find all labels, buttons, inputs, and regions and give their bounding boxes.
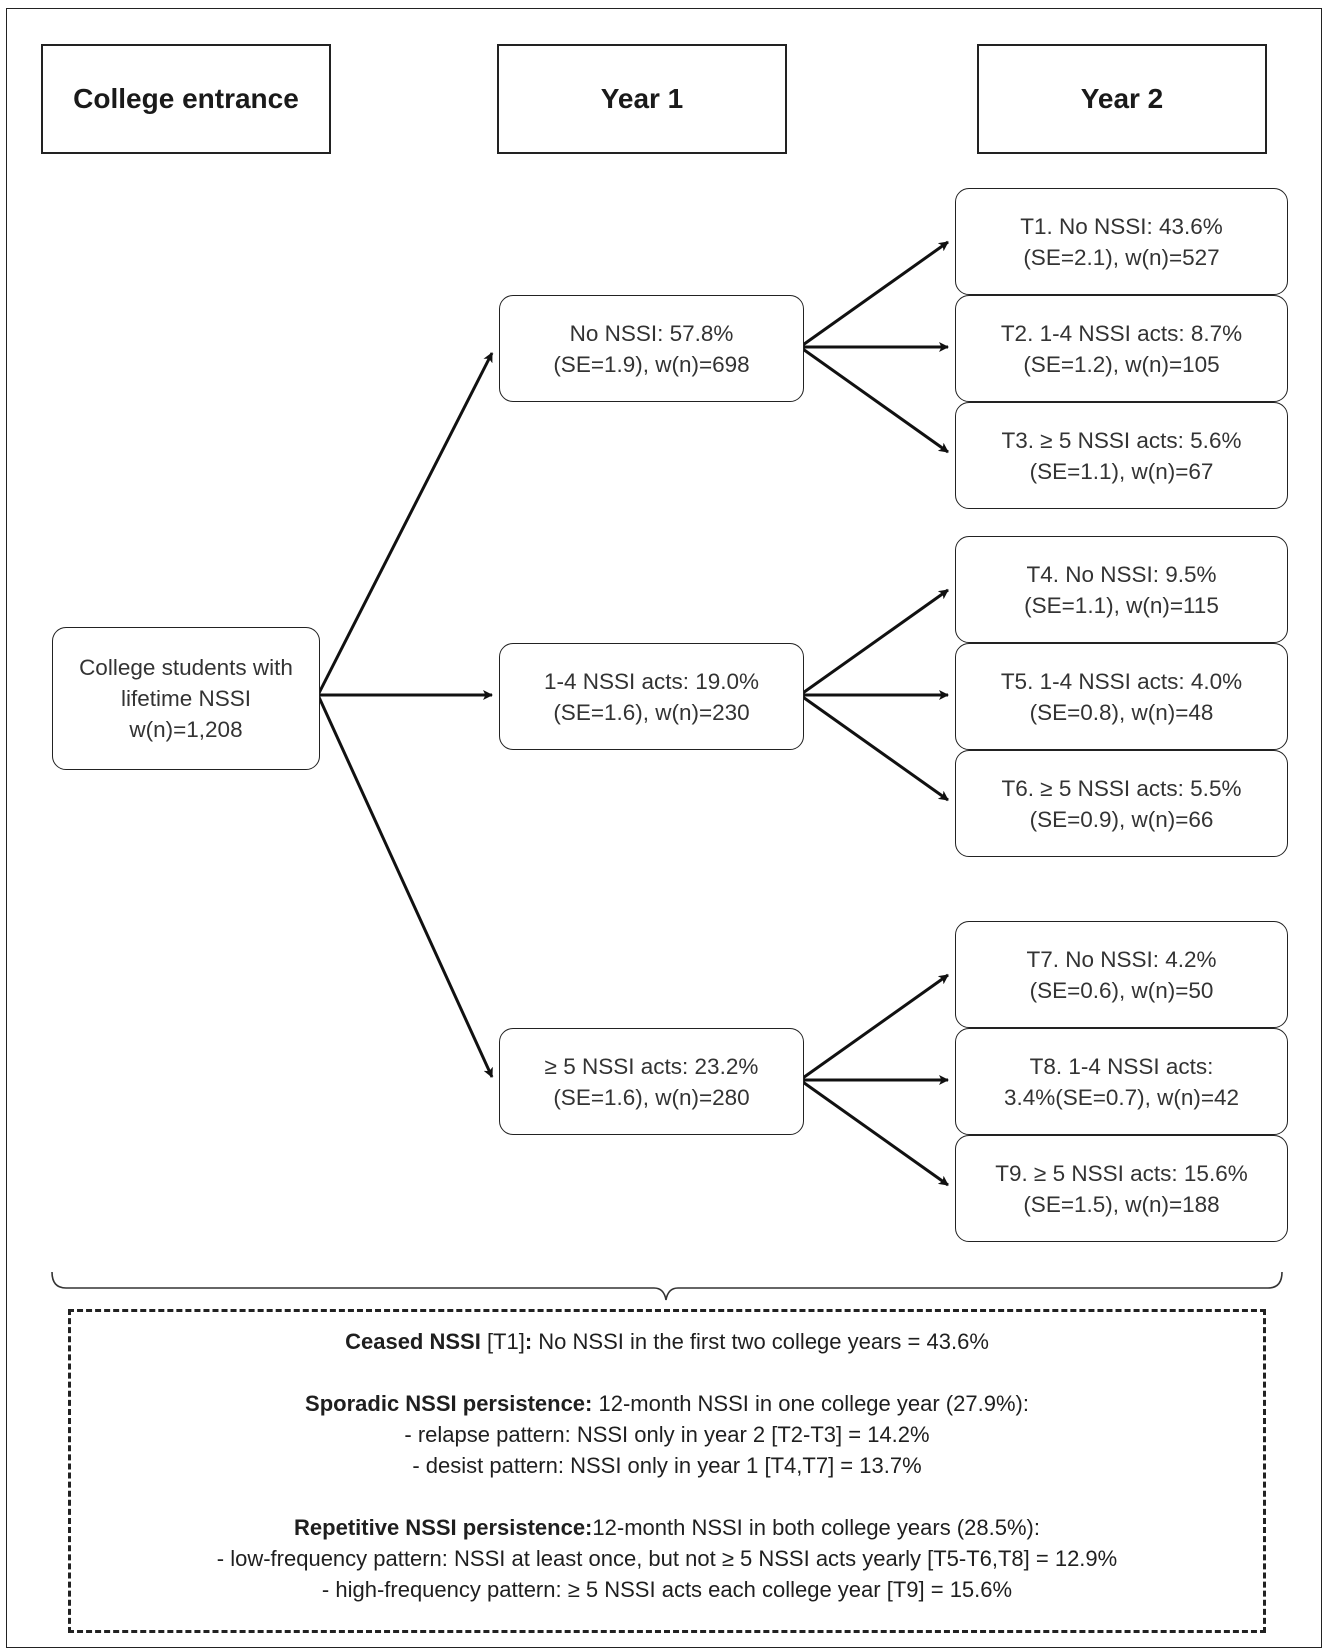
- node-line2: (SE=1.9), w(n)=698: [553, 351, 750, 377]
- node-t1: T1. No NSSI: 43.6% (SE=2.1), w(n)=527: [955, 188, 1288, 295]
- arrow-root-to-y1-none: [316, 352, 494, 696]
- node-line2: (SE=1.6), w(n)=280: [553, 1084, 750, 1110]
- ceased-ref: [T1]: [480, 1329, 525, 1354]
- summary-brace: [51, 1271, 1283, 1301]
- repetitive-label: Repetitive NSSI persistence:: [294, 1515, 593, 1540]
- repetitive-text: 12-month NSSI in both college years (28.…: [592, 1515, 1040, 1540]
- node-line2: 3.4%(SE=0.7), w(n)=42: [1003, 1084, 1240, 1110]
- node-year1-no-nssi: No NSSI: 57.8% (SE=1.9), w(n)=698: [499, 295, 804, 402]
- header-college-entrance: College entrance: [41, 44, 331, 154]
- node-line1: T9. ≥ 5 NSSI acts: 15.6%: [995, 1160, 1248, 1186]
- arrow-y1a-to-t3: [799, 345, 949, 454]
- node-t4: T4. No NSSI: 9.5% (SE=1.1), w(n)=115: [955, 536, 1288, 643]
- node-t7: T7. No NSSI: 4.2% (SE=0.6), w(n)=50: [955, 921, 1288, 1028]
- sporadic-label: Sporadic NSSI persistence:: [305, 1391, 593, 1416]
- node-line1: T8. 1-4 NSSI acts:: [1029, 1053, 1214, 1079]
- node-line1: T1. No NSSI: 43.6%: [1020, 213, 1223, 239]
- node-year1-1-4-acts: 1-4 NSSI acts: 19.0% (SE=1.6), w(n)=230: [499, 643, 804, 750]
- summary-low-frequency: - low-frequency pattern: NSSI at least o…: [216, 1546, 1118, 1571]
- node-line1: T7. No NSSI: 4.2%: [1026, 946, 1217, 972]
- node-line2: (SE=0.9), w(n)=66: [1029, 806, 1214, 832]
- node-t3: T3. ≥ 5 NSSI acts: 5.6% (SE=1.1), w(n)=6…: [955, 402, 1288, 509]
- node-line2: (SE=2.1), w(n)=527: [1023, 244, 1220, 270]
- node-line2: (SE=0.6), w(n)=50: [1029, 977, 1214, 1003]
- summary-sporadic: Sporadic NSSI persistence: 12-month NSSI…: [71, 1388, 1263, 1419]
- node-year1-5plus-acts: ≥ 5 NSSI acts: 23.2% (SE=1.6), w(n)=280: [499, 1028, 804, 1135]
- arrow-y1a-to-t1: [799, 240, 949, 349]
- node-line1: T4. No NSSI: 9.5%: [1026, 561, 1217, 587]
- node-t9: T9. ≥ 5 NSSI acts: 15.6% (SE=1.5), w(n)=…: [955, 1135, 1288, 1242]
- node-t2: T2. 1-4 NSSI acts: 8.7% (SE=1.2), w(n)=1…: [955, 295, 1288, 402]
- node-line2: (SE=1.1), w(n)=67: [1029, 458, 1214, 484]
- ceased-label: Ceased NSSI: [345, 1329, 481, 1354]
- node-root-line3: w(n)=1,208: [129, 717, 243, 742]
- arrow-y1c-to-t7: [799, 973, 949, 1082]
- node-line1: ≥ 5 NSSI acts: 23.2%: [544, 1053, 759, 1079]
- summary-ceased: Ceased NSSI [T1]: No NSSI in the first t…: [71, 1326, 1263, 1357]
- arrow-y1b-to-t6: [799, 693, 949, 802]
- summary-relapse: - relapse pattern: NSSI only in year 2 […: [404, 1422, 930, 1447]
- header-year-2: Year 2: [977, 44, 1267, 154]
- node-line2: (SE=1.6), w(n)=230: [553, 699, 750, 725]
- node-line1: T2. 1-4 NSSI acts: 8.7%: [1000, 320, 1243, 346]
- header-year-1: Year 1: [497, 44, 787, 154]
- node-line2: (SE=0.8), w(n)=48: [1029, 699, 1214, 725]
- node-line1: T5. 1-4 NSSI acts: 4.0%: [1000, 668, 1243, 694]
- node-t6: T6. ≥ 5 NSSI acts: 5.5% (SE=0.9), w(n)=6…: [955, 750, 1288, 857]
- arrow-y1c-to-t9: [799, 1078, 949, 1187]
- arrow-y1b-to-t4: [799, 588, 949, 697]
- sporadic-text: 12-month NSSI in one college year (27.9%…: [592, 1391, 1029, 1416]
- ceased-colon: :: [524, 1329, 533, 1354]
- node-line2: (SE=1.5), w(n)=188: [1023, 1191, 1220, 1217]
- summary-high-frequency: - high-frequency pattern: ≥ 5 NSSI acts …: [321, 1577, 1013, 1602]
- summary-desist: - desist pattern: NSSI only in year 1 [T…: [412, 1453, 922, 1478]
- ceased-text: No NSSI in the first two college years =…: [532, 1329, 989, 1354]
- node-root: College students with lifetime NSSI w(n)…: [52, 627, 320, 770]
- node-line1: No NSSI: 57.8%: [569, 320, 734, 346]
- node-line1: T6. ≥ 5 NSSI acts: 5.5%: [1001, 775, 1242, 801]
- node-line1: 1-4 NSSI acts: 19.0%: [543, 668, 760, 694]
- node-t5: T5. 1-4 NSSI acts: 4.0% (SE=0.8), w(n)=4…: [955, 643, 1288, 750]
- node-t8: T8. 1-4 NSSI acts: 3.4%(SE=0.7), w(n)=42: [955, 1028, 1288, 1135]
- arrow-root-to-y1-high: [316, 694, 494, 1078]
- summary-repetitive: Repetitive NSSI persistence:12-month NSS…: [71, 1512, 1263, 1543]
- node-line2: (SE=1.1), w(n)=115: [1024, 592, 1219, 618]
- node-root-line1: College students with: [79, 655, 293, 680]
- node-line1: T3. ≥ 5 NSSI acts: 5.6%: [1001, 427, 1242, 453]
- summary-box: Ceased NSSI [T1]: No NSSI in the first t…: [68, 1309, 1266, 1633]
- node-line2: (SE=1.2), w(n)=105: [1023, 351, 1220, 377]
- node-root-line2: lifetime NSSI: [120, 686, 252, 711]
